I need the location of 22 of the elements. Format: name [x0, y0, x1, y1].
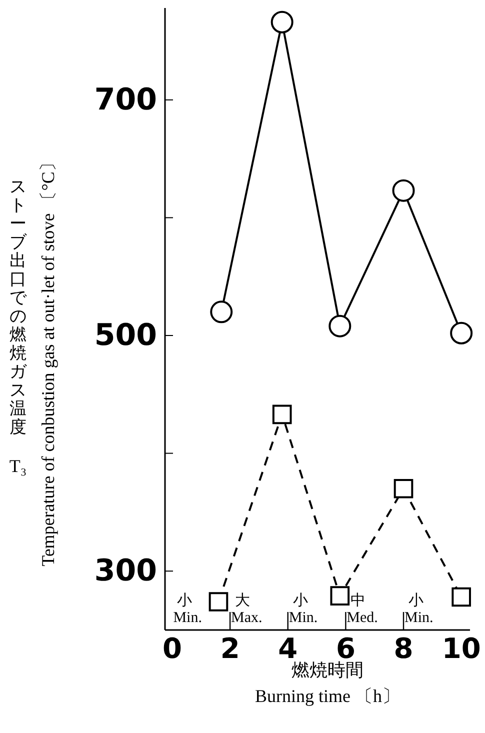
annotation: 小 Min.	[288, 592, 318, 626]
point	[272, 404, 292, 424]
annotation: 中 Med.	[346, 592, 378, 626]
x-tick-label: 10	[442, 632, 481, 666]
point	[392, 179, 415, 202]
annotation: 大 Max.	[231, 592, 262, 626]
point	[450, 322, 473, 344]
y-tick-label: 700	[94, 82, 157, 118]
point	[210, 300, 233, 324]
y-tick-label: 300	[94, 554, 157, 589]
x-tick-label: 0	[162, 632, 182, 666]
annotation: 小 Min.	[173, 592, 202, 626]
x-tick-label: 2	[220, 632, 240, 666]
x-tick-label: 8	[394, 632, 414, 666]
point	[208, 592, 228, 612]
annotation: 小 Min.	[404, 592, 434, 626]
point	[328, 314, 352, 338]
y-tick-label: 500	[94, 318, 157, 354]
point	[452, 587, 471, 607]
point	[330, 586, 350, 606]
point	[270, 10, 294, 34]
point	[394, 478, 414, 498]
